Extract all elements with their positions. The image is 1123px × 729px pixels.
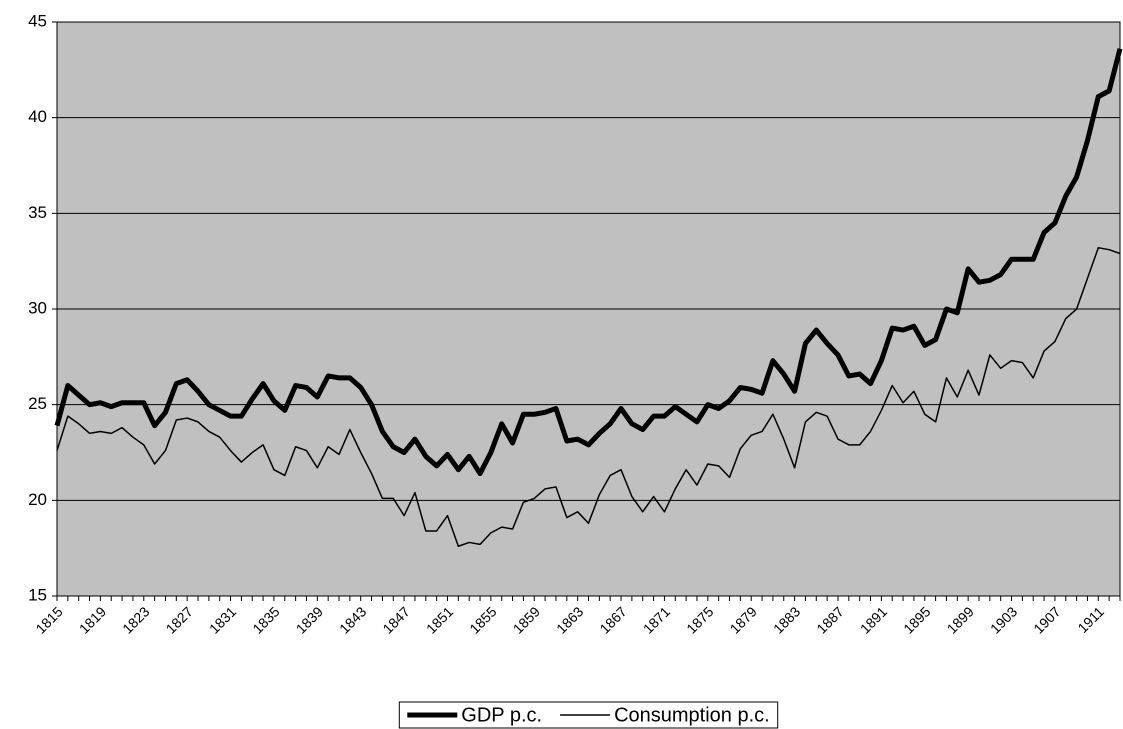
y-tick-label: 25 xyxy=(28,394,47,413)
legend: GDP p.c. Consumption p.c. xyxy=(398,701,779,729)
x-tick-label: 1891 xyxy=(857,603,890,636)
x-tick-label: 1847 xyxy=(379,603,412,636)
x-tick-label: 1835 xyxy=(249,603,282,636)
y-tick-label: 30 xyxy=(28,298,47,317)
y-tick-label: 15 xyxy=(28,585,47,604)
x-tick-label: 1887 xyxy=(813,603,846,636)
y-tick-label: 35 xyxy=(28,203,47,222)
x-tick-label: 1859 xyxy=(510,603,543,636)
legend-label: Consumption p.c. xyxy=(614,704,770,726)
x-tick-label: 1819 xyxy=(76,603,109,636)
x-tick-label: 1863 xyxy=(553,603,586,636)
x-tick-label: 1875 xyxy=(683,603,716,636)
y-tick-label: 40 xyxy=(28,107,47,126)
x-tick-label: 1895 xyxy=(900,603,933,636)
x-tick-label: 1831 xyxy=(206,603,239,636)
x-tick-label: 1815 xyxy=(32,603,65,636)
series-line xyxy=(54,48,1123,477)
x-tick-label: 1871 xyxy=(640,603,673,636)
x-tick-label: 1879 xyxy=(727,603,760,636)
x-tick-label: 1851 xyxy=(423,603,456,636)
x-tick-label: 1899 xyxy=(944,603,977,636)
x-tick-label: 1911 xyxy=(1074,603,1107,636)
x-tick-label: 1843 xyxy=(336,603,369,636)
x-tick-label: 1903 xyxy=(987,603,1020,636)
y-tick-label: 45 xyxy=(28,11,47,30)
y-tick-label: 20 xyxy=(28,490,47,509)
x-tick-label: 1907 xyxy=(1030,603,1063,636)
x-tick-label: 1883 xyxy=(770,603,803,636)
x-tick-label: 1855 xyxy=(466,603,499,636)
legend-label: GDP p.c. xyxy=(461,704,542,726)
x-tick-label: 1823 xyxy=(119,603,152,636)
x-tick-label: 1839 xyxy=(293,603,326,636)
series-line xyxy=(56,247,1121,548)
x-tick-label: 1827 xyxy=(163,603,196,636)
x-tick-label: 1867 xyxy=(596,603,629,636)
